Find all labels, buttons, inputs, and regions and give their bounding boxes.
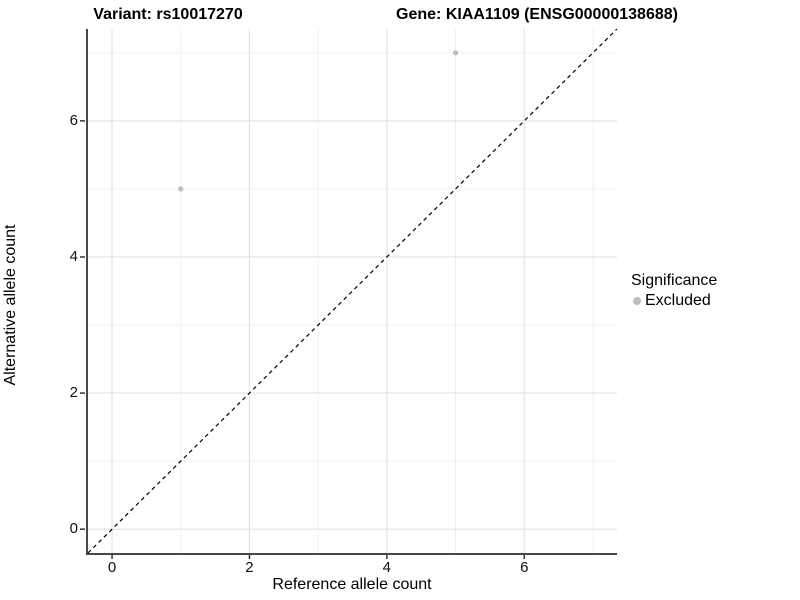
legend-items: Excluded bbox=[631, 292, 717, 310]
legend-item-label: Excluded bbox=[645, 292, 711, 309]
x-tick-label: 2 bbox=[245, 559, 254, 576]
y-tick-label: 2 bbox=[69, 384, 78, 402]
legend-item: Excluded bbox=[631, 292, 717, 310]
y-tick-label: 0 bbox=[69, 520, 78, 538]
x-tick-label: 0 bbox=[107, 559, 117, 576]
data-point bbox=[452, 50, 459, 56]
data-point bbox=[178, 186, 184, 192]
legend-point-icon bbox=[633, 297, 641, 305]
y-tick-label: 4 bbox=[69, 247, 78, 265]
x-axis-title: Reference allele count bbox=[272, 576, 432, 593]
x-tick-label: 6 bbox=[520, 559, 529, 576]
legend-title: Significance bbox=[631, 272, 718, 289]
y-axis-title: Alternative allele count bbox=[2, 224, 19, 386]
x-tick-label: 4 bbox=[382, 559, 392, 576]
identity-line bbox=[87, 28, 618, 554]
gene-title: Gene: KIAA1109 (ENSG00000138688) bbox=[396, 6, 678, 23]
variant-title: Variant: rs10017270 bbox=[93, 6, 243, 23]
y-tick-label: 6 bbox=[69, 111, 78, 129]
legend: Significance Excluded bbox=[631, 271, 717, 310]
